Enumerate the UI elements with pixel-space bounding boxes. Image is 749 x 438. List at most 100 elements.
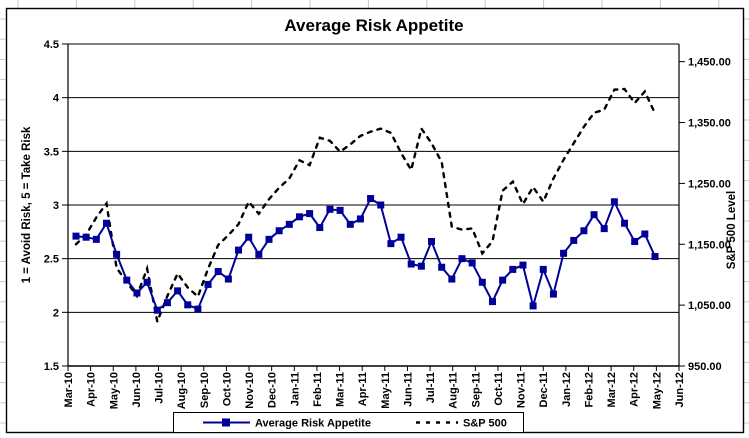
left-axis-title: 1 = Avoid Risk, 5 = Take Risk bbox=[21, 126, 33, 283]
x-axis-tick-label: Apr-12 bbox=[629, 372, 641, 407]
risk-appetite-marker bbox=[285, 220, 293, 228]
x-axis-tick-label: Sep-11 bbox=[470, 372, 482, 407]
risk-appetite-marker bbox=[326, 205, 334, 213]
risk-appetite-marker bbox=[509, 265, 517, 273]
left-axis-tick-label: 4 bbox=[53, 93, 60, 105]
risk-appetite-marker bbox=[367, 195, 375, 203]
legend: Average Risk Appetite S&P 500 bbox=[173, 412, 524, 433]
risk-appetite-marker bbox=[499, 276, 507, 284]
x-axis-tick-label: May-12 bbox=[651, 372, 663, 409]
x-axis-tick-label: Feb-11 bbox=[312, 372, 324, 407]
x-axis-tick-label: Jun-12 bbox=[674, 372, 686, 407]
gridline-layer bbox=[62, 43, 685, 371]
x-axis-tick-label: Apr-10 bbox=[86, 372, 98, 407]
left-axis-tick-label: 1.5 bbox=[44, 361, 59, 373]
risk-appetite-series-line bbox=[75, 197, 656, 312]
right-axis-title: S&P 500 Level bbox=[726, 191, 738, 269]
risk-appetite-marker bbox=[458, 255, 466, 263]
legend-label-sp500: S&P 500 bbox=[463, 418, 507, 430]
risk-appetite-marker bbox=[184, 301, 192, 309]
left-axis-tick-label: 2.5 bbox=[44, 254, 59, 266]
risk-appetite-marker bbox=[346, 220, 354, 228]
x-axis-tick-label: Jun-10 bbox=[131, 372, 143, 407]
risk-appetite-marker bbox=[163, 299, 171, 307]
x-axis-tick-label: May-11 bbox=[380, 372, 392, 409]
risk-appetite-marker bbox=[306, 210, 314, 218]
risk-appetite-marker bbox=[397, 233, 405, 241]
risk-appetite-marker bbox=[407, 260, 415, 268]
risk-appetite-marker bbox=[478, 278, 486, 286]
right-axis-tick-label: 1,350.00 bbox=[688, 118, 731, 130]
left-axis-tick-label: 3 bbox=[53, 200, 59, 212]
sp500-series-line bbox=[74, 87, 657, 326]
risk-appetite-marker bbox=[72, 232, 80, 240]
risk-appetite-marker bbox=[387, 240, 395, 248]
x-axis-tick-label: Dec-10 bbox=[267, 372, 279, 408]
risk-appetite-marker bbox=[92, 235, 100, 243]
risk-appetite-marker bbox=[488, 298, 496, 306]
risk-appetite-marker bbox=[214, 268, 222, 276]
risk-appetite-marker bbox=[235, 246, 243, 254]
risk-appetite-marker bbox=[143, 278, 151, 286]
risk-appetite-marker bbox=[560, 249, 568, 257]
risk-appetite-marker bbox=[275, 227, 283, 235]
risk-appetite-marker bbox=[621, 219, 629, 227]
x-axis-tick-label: Jan-12 bbox=[561, 372, 573, 407]
right-axis-tick-label: 1,150.00 bbox=[688, 239, 731, 251]
risk-appetite-marker bbox=[428, 237, 436, 245]
risk-appetite-marker bbox=[377, 201, 385, 209]
risk-appetite-marker bbox=[600, 225, 608, 233]
x-axis-tick-label: Jul-11 bbox=[425, 372, 437, 403]
x-axis-tick-label: Mar-10 bbox=[63, 372, 75, 407]
x-axis-tick-label: Sep-10 bbox=[199, 372, 211, 408]
risk-appetite-marker bbox=[174, 287, 182, 295]
risk-appetite-marker bbox=[529, 302, 537, 310]
x-axis-tick-label: Oct-10 bbox=[221, 372, 233, 406]
x-axis-tick-label: Mar-11 bbox=[335, 372, 347, 407]
left-axis-tick-label: 4.5 bbox=[44, 39, 59, 51]
tick-label-layer: 4.5 4 3.5 3 2.5 2 1.5 1,450.00 1,350.00 1,250.00 1… bbox=[44, 39, 731, 409]
x-axis-tick-label: Oct-11 bbox=[493, 372, 505, 406]
risk-appetite-marker bbox=[113, 250, 121, 258]
risk-appetite-marker bbox=[468, 259, 476, 267]
x-axis-tick-label: Aug-10 bbox=[176, 372, 188, 409]
right-axis-tick-label: 1,050.00 bbox=[688, 300, 731, 312]
x-axis-tick-label: Mar-12 bbox=[606, 372, 618, 407]
risk-appetite-marker bbox=[265, 235, 273, 243]
x-axis-tick-label: Jun-11 bbox=[402, 372, 414, 407]
x-axis-tick-label: Jul-10 bbox=[154, 372, 166, 404]
risk-appetite-marker bbox=[631, 237, 639, 245]
left-axis-tick-label: 2 bbox=[53, 307, 59, 319]
risk-appetite-marker bbox=[570, 236, 578, 244]
chart-title: Average Risk Appetite bbox=[284, 16, 463, 35]
chart-border bbox=[5, 7, 745, 434]
legend-box bbox=[173, 412, 524, 433]
risk-appetite-marker bbox=[438, 263, 446, 271]
risk-appetite-marker bbox=[153, 306, 161, 314]
x-axis-tick-label: Jan-11 bbox=[289, 372, 301, 406]
x-axis-tick-label: Feb-12 bbox=[583, 372, 595, 407]
risk-appetite-marker bbox=[539, 265, 547, 273]
x-axis-tick-label: Apr-11 bbox=[357, 372, 369, 406]
legend-marker-sample-risk bbox=[222, 418, 230, 427]
risk-appetite-marker bbox=[204, 280, 212, 288]
risk-appetite-marker bbox=[255, 250, 263, 258]
risk-appetite-marker bbox=[82, 233, 90, 241]
worksheet-gridlines bbox=[0, 0, 749, 424]
risk-appetite-marker bbox=[316, 224, 324, 232]
x-axis-tick-label: Nov-11 bbox=[516, 372, 528, 408]
risk-appetite-marker bbox=[417, 262, 425, 270]
x-axis-tick-label: Aug-11 bbox=[448, 372, 460, 409]
risk-appetite-marker bbox=[549, 290, 557, 298]
risk-appetite-marker bbox=[295, 213, 303, 221]
risk-appetite-marker bbox=[336, 206, 344, 214]
x-axis-tick-label: Dec-11 bbox=[538, 372, 550, 407]
right-axis-tick-label: 1,250.00 bbox=[688, 178, 731, 190]
risk-appetite-marker bbox=[194, 305, 202, 313]
x-axis-tick-label: May-10 bbox=[108, 372, 120, 409]
risk-appetite-marker bbox=[133, 289, 141, 297]
risk-appetite-marker bbox=[610, 198, 618, 206]
right-axis-tick-label: 950.00 bbox=[688, 361, 722, 373]
